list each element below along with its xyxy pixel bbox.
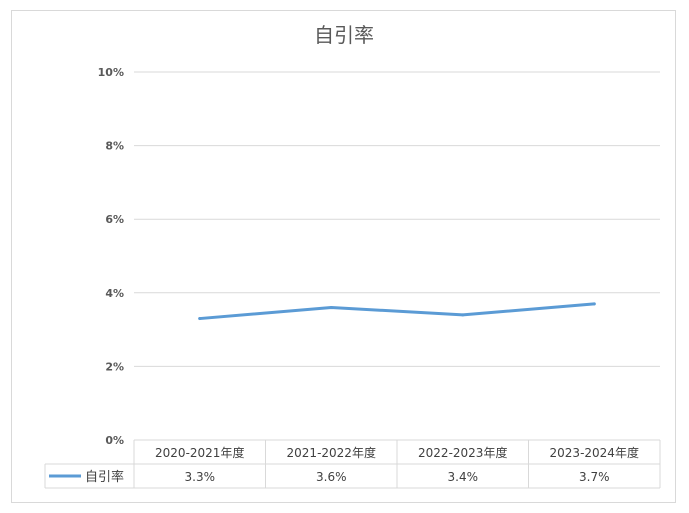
category-label: 2021-2022年度: [287, 445, 376, 460]
data-point: [461, 313, 465, 317]
y-tick-label: 8%: [105, 140, 124, 153]
series-layer: [198, 302, 596, 321]
data-point: [329, 306, 333, 310]
y-tick-label: 10%: [98, 66, 124, 79]
table-value: 3.6%: [316, 470, 347, 484]
data-point: [592, 302, 596, 306]
chart-title: 自引率: [314, 23, 374, 47]
data-table: 2020-2021年度 2021-2022年度 2022-2023年度 2023-20…: [44, 439, 661, 489]
data-point: [198, 317, 202, 321]
y-tick-label: 4%: [105, 287, 124, 300]
series-line: [198, 302, 596, 321]
gridlines: [134, 71, 660, 367]
category-label: 2022-2023年度: [418, 445, 507, 460]
y-tick-label: 6%: [105, 213, 124, 226]
table-value: 3.3%: [185, 470, 216, 484]
category-label: 2020-2021年度: [155, 445, 244, 460]
y-tick-label: 2%: [105, 360, 124, 373]
table-row-label: 自引率: [85, 469, 124, 485]
y-axis-ticks: 0% 2% 4% 6% 8% 10%: [98, 66, 124, 447]
y-tick-label: 0%: [105, 434, 124, 447]
chart-frame: [11, 10, 676, 503]
category-label: 2023-2024年度: [550, 445, 639, 460]
table-value: 3.7%: [579, 470, 610, 484]
table-value: 3.4%: [448, 470, 479, 484]
